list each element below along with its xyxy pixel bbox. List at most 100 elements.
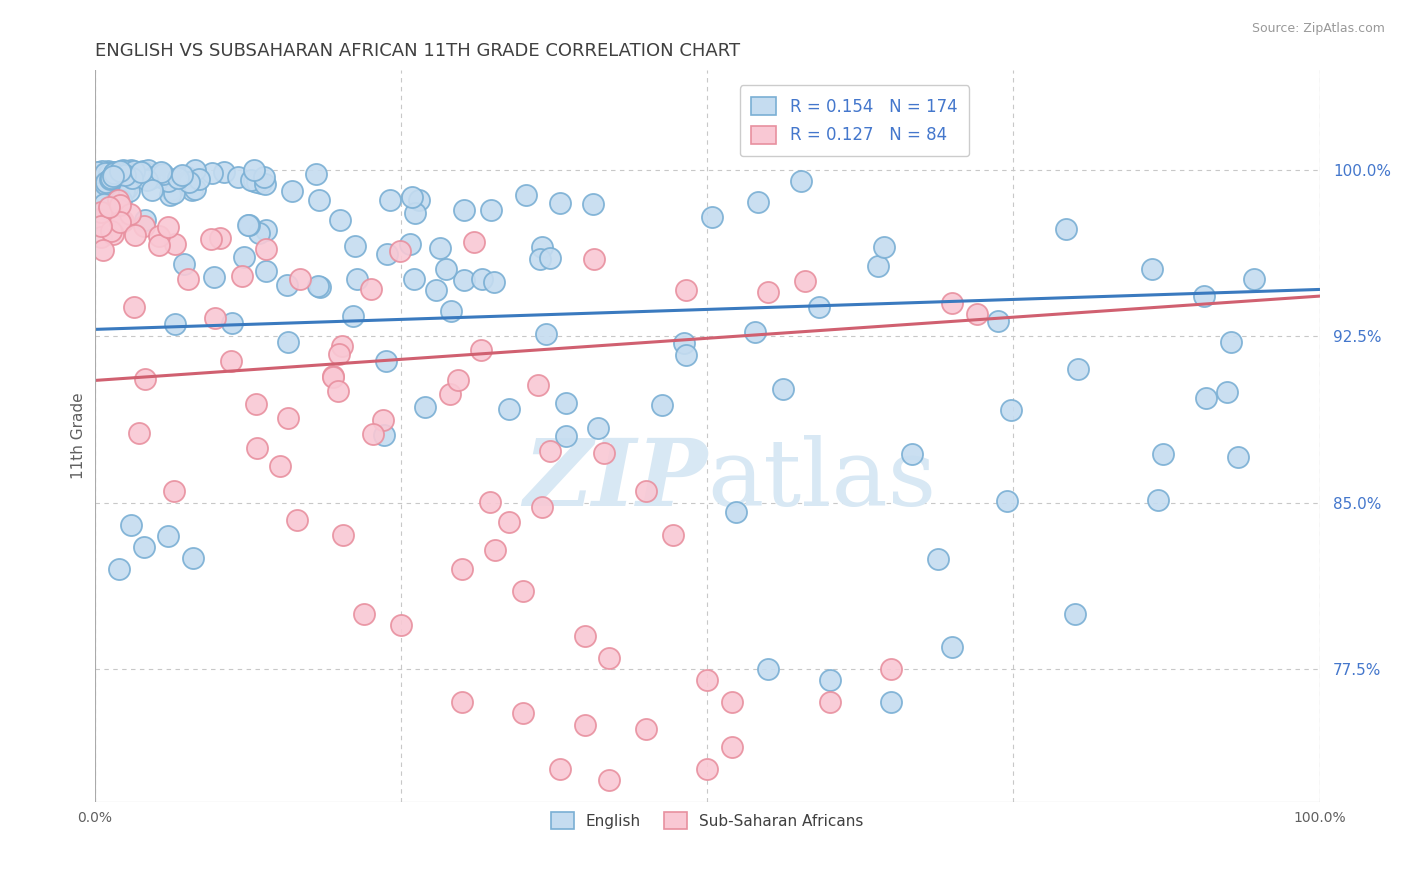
Point [254, 263, 277, 277]
Point [179, 175, 201, 189]
Point [288, 272, 311, 286]
Point [103, 166, 125, 180]
Point [484, 543, 506, 558]
Point [114, 166, 136, 180]
Point [326, 384, 349, 399]
Point [530, 240, 553, 254]
Point [463, 235, 485, 249]
Point [1063, 607, 1085, 621]
Point [134, 372, 156, 386]
Point [90, 205, 112, 219]
Point [100, 172, 122, 186]
Point [221, 317, 243, 331]
Point [346, 272, 368, 286]
Point [254, 223, 277, 237]
Point [818, 695, 841, 709]
Point [128, 426, 150, 441]
Point [100, 171, 122, 186]
Point [927, 552, 949, 566]
Point [173, 257, 195, 271]
Point [447, 373, 470, 387]
Point [122, 166, 145, 180]
Point [1227, 450, 1250, 464]
Point [98, 166, 121, 180]
Point [439, 387, 461, 401]
Point [332, 528, 354, 542]
Point [941, 295, 963, 310]
Point [103, 165, 125, 179]
Point [808, 300, 831, 314]
Point [634, 722, 657, 736]
Point [818, 673, 841, 688]
Point [94, 166, 117, 180]
Point [373, 427, 395, 442]
Point [873, 240, 896, 254]
Point [157, 220, 180, 235]
Point [246, 441, 269, 455]
Point [353, 607, 375, 621]
Point [148, 229, 170, 244]
Point [112, 169, 135, 184]
Point [112, 214, 135, 228]
Point [157, 174, 180, 188]
Point [187, 172, 209, 186]
Point [110, 193, 132, 207]
Point [177, 271, 200, 285]
Point [866, 259, 889, 273]
Point [254, 177, 277, 191]
Point [138, 171, 160, 186]
Point [136, 173, 159, 187]
Point [172, 168, 194, 182]
Point [114, 168, 136, 182]
Point [131, 164, 153, 178]
Point [1147, 492, 1170, 507]
Y-axis label: 11th Grade: 11th Grade [72, 392, 86, 479]
Point [112, 163, 135, 178]
Point [987, 314, 1010, 328]
Point [481, 202, 503, 217]
Point [253, 169, 276, 184]
Point [165, 236, 187, 251]
Point [344, 239, 367, 253]
Point [202, 269, 225, 284]
Text: 0.0%: 0.0% [77, 811, 112, 825]
Point [1140, 261, 1163, 276]
Point [548, 762, 571, 776]
Point [181, 551, 204, 566]
Point [108, 163, 131, 178]
Point [105, 164, 128, 178]
Point [651, 398, 673, 412]
Point [1219, 334, 1241, 349]
Point [90, 188, 112, 202]
Point [90, 219, 112, 234]
Point [163, 317, 186, 331]
Point [107, 193, 129, 207]
Point [515, 188, 537, 202]
Point [281, 184, 304, 198]
Point [322, 370, 344, 384]
Point [529, 252, 551, 266]
Point [183, 182, 205, 196]
Point [696, 673, 718, 688]
Point [104, 165, 127, 179]
Point [117, 181, 139, 195]
Point [108, 215, 131, 229]
Point [101, 164, 124, 178]
Point [250, 176, 273, 190]
Point [101, 169, 124, 183]
Point [1000, 402, 1022, 417]
Text: Source: ZipAtlas.com: Source: ZipAtlas.com [1251, 22, 1385, 36]
Point [101, 174, 124, 188]
Point [720, 695, 742, 709]
Point [170, 169, 193, 184]
Point [108, 198, 131, 212]
Point [429, 241, 451, 255]
Point [673, 335, 696, 350]
Point [675, 284, 697, 298]
Point [277, 334, 299, 349]
Text: ZIP: ZIP [523, 435, 707, 524]
Point [152, 170, 174, 185]
Point [555, 396, 578, 410]
Point [120, 163, 142, 178]
Point [247, 226, 270, 240]
